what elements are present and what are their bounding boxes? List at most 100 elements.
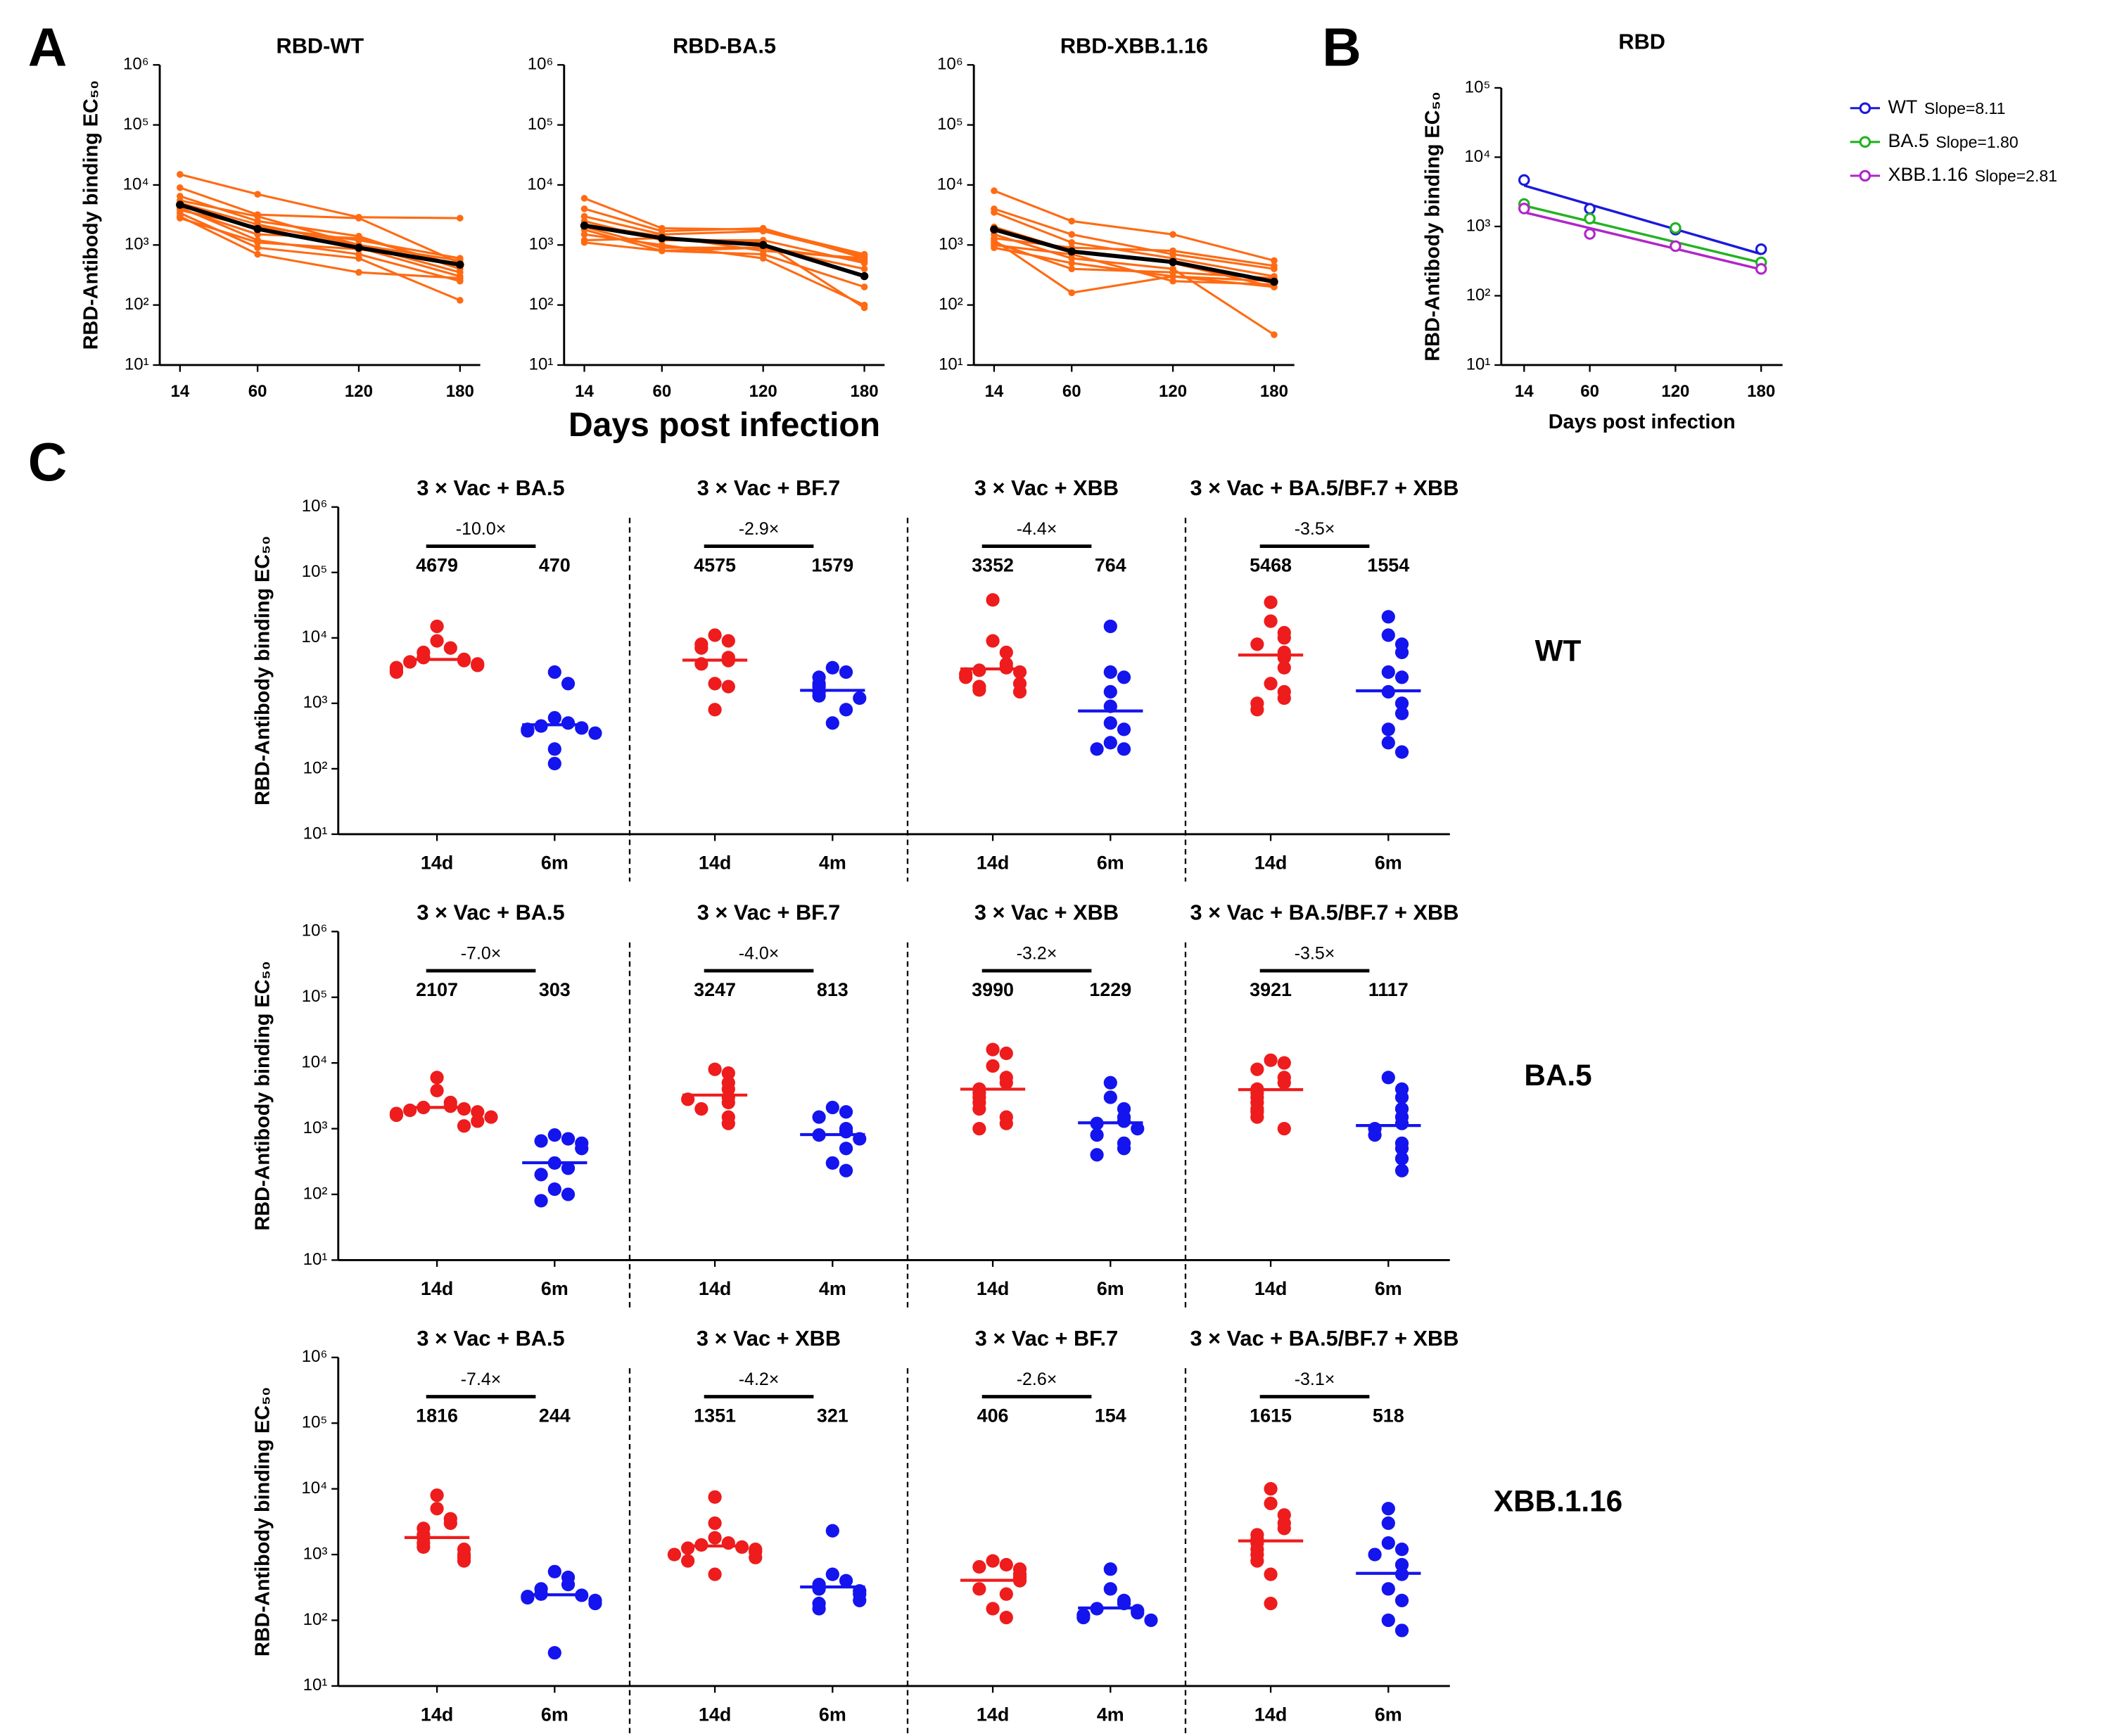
group-title: 3 × Vac + XBB: [974, 900, 1119, 924]
median-label: 406: [977, 1405, 1009, 1426]
median-label: 1229: [1089, 979, 1131, 1000]
x-tick-label: 14d: [699, 1704, 731, 1725]
data-point: [430, 634, 444, 648]
group-title: 3 × Vac + BA.5/BF.7 + XBB: [1190, 1326, 1458, 1351]
x-tick-label: 60: [248, 382, 267, 401]
data-point: [1169, 231, 1176, 238]
data-point: [999, 1076, 1013, 1090]
data-point: [959, 670, 973, 684]
data-point: [853, 1593, 867, 1607]
fit-line: [1523, 211, 1762, 271]
series-line: [993, 189, 1275, 262]
data-point: [1264, 677, 1278, 691]
y-axis-label: RBD-Antibody binding EC₅₀: [1421, 91, 1444, 361]
data-point: [1169, 247, 1176, 255]
data-point: [389, 665, 404, 679]
data-point: [708, 1531, 722, 1545]
y-tick-label: 10⁵: [123, 115, 149, 134]
data-point: [355, 269, 362, 276]
data-point: [839, 1125, 853, 1139]
y-tick-label: 10⁵: [302, 562, 328, 581]
median-label: 244: [539, 1405, 571, 1426]
y-tick-label: 10⁵: [937, 115, 963, 134]
data-point: [986, 1602, 1000, 1616]
data-point: [443, 641, 457, 655]
data-point: [547, 710, 561, 725]
data-point: [759, 227, 767, 235]
data-point: [812, 1602, 826, 1616]
data-point: [972, 1102, 986, 1116]
chart-strip: C 10¹ 10² 10³ 10⁴ 10⁵ 10⁶ RBD-Antibody binding …: [28, 432, 1582, 882]
data-point: [721, 634, 735, 648]
data-point: [177, 215, 184, 222]
data-point: [1394, 745, 1409, 759]
data-point: [547, 1646, 561, 1660]
x-tick-label: 14d: [699, 852, 731, 873]
data-point: [825, 716, 839, 730]
data-point: [177, 171, 184, 178]
x-tick-label: 14d: [699, 1278, 731, 1299]
data-point: [254, 212, 261, 220]
x-tick-label: 14d: [977, 1278, 1009, 1299]
data-point: [561, 1187, 576, 1201]
y-tick-label: 10⁶: [937, 55, 963, 74]
data-point: [1103, 736, 1117, 750]
data-point: [1264, 1053, 1278, 1067]
y-tick-label: 10²: [303, 758, 328, 777]
panel-label: B: [1322, 17, 1361, 77]
y-tick-label: 10⁴: [301, 1479, 327, 1498]
data-point: [749, 1550, 763, 1564]
group-title: 3 × Vac + BA.5: [417, 900, 564, 924]
data-point: [694, 641, 708, 655]
data-point: [1068, 217, 1076, 225]
y-tick-label: 10³: [1466, 216, 1491, 235]
data-point: [759, 255, 767, 262]
y-tick-label: 10¹: [125, 355, 149, 374]
data-point: [1068, 238, 1076, 246]
data-point: [999, 1587, 1013, 1601]
data-point: [1381, 1071, 1395, 1085]
data-point: [839, 1574, 853, 1588]
data-point: [177, 184, 184, 191]
y-tick-label: 10⁶: [302, 921, 328, 940]
data-point: [471, 1114, 485, 1128]
data-point: [972, 1582, 986, 1596]
data-point: [812, 689, 826, 703]
group-title: 3 × Vac + XBB: [974, 476, 1119, 500]
x-axis-label: Days post infection: [1549, 411, 1736, 433]
y-tick-label: 10⁵: [1465, 77, 1491, 96]
median-label: 154: [1095, 1405, 1126, 1426]
fold-change: -7.4×: [461, 1370, 502, 1389]
data-point: [580, 212, 588, 220]
x-tick-label: 14: [1515, 382, 1534, 401]
data-point: [667, 1547, 682, 1562]
data-point: [430, 1488, 444, 1502]
data-point: [457, 1554, 471, 1568]
x-tick-label: 6m: [541, 1704, 568, 1725]
data-point: [534, 1134, 548, 1148]
data-point: [825, 1567, 839, 1581]
group-title: 3 × Vac + BF.7: [975, 1326, 1118, 1351]
data-point: [758, 241, 768, 250]
data-point: [1584, 203, 1596, 215]
chart-title: RBD-XBB.1.16: [1060, 33, 1208, 58]
data-point: [1250, 637, 1264, 651]
x-tick-label: 60: [1580, 382, 1599, 401]
median-label: 303: [539, 979, 571, 1000]
data-point: [457, 269, 464, 276]
data-point: [721, 1536, 735, 1550]
data-point: [547, 756, 561, 771]
data-point: [561, 1161, 576, 1175]
data-point: [708, 703, 722, 717]
series-line: [993, 233, 1275, 336]
data-point: [1264, 1496, 1278, 1510]
data-point: [1394, 1557, 1409, 1572]
data-point: [471, 1105, 485, 1119]
series-line: [584, 215, 865, 257]
median-label: 764: [1095, 554, 1126, 575]
data-point: [1381, 736, 1395, 750]
legend-label: WT: [1888, 96, 1918, 117]
data-point: [825, 660, 839, 675]
y-tick-label: 10³: [303, 693, 328, 712]
x-tick-label: 6m: [819, 1704, 846, 1725]
